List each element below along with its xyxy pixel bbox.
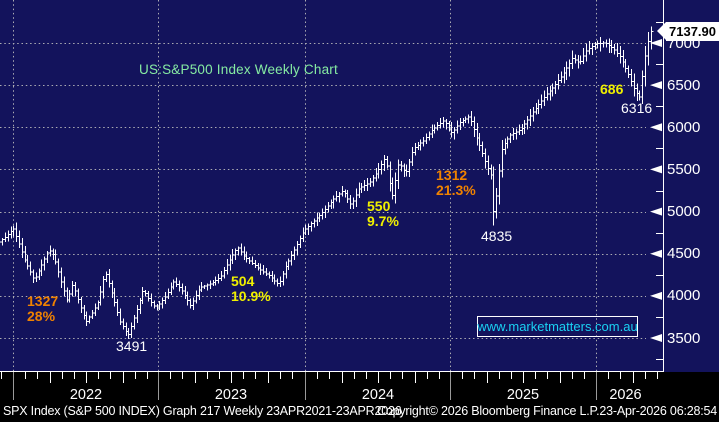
- marketmatters-url: www.marketmatters.com.au: [477, 319, 638, 334]
- annotation-line: 550: [367, 198, 391, 214]
- annotation-low-2025: 4835: [481, 229, 512, 244]
- annotation-line: 9.7%: [367, 213, 399, 229]
- x-axis-year-label: 2023: [214, 387, 248, 403]
- last-price-value: 7137.90: [669, 24, 716, 39]
- annotation-line: 3491: [116, 338, 148, 354]
- annotation-correction-2024: 550 9.7%: [367, 199, 399, 229]
- y-axis-label: 4500: [667, 245, 701, 263]
- y-axis-label: 4000: [667, 287, 701, 305]
- y-axis-label: 5500: [667, 160, 701, 178]
- x-axis-year-label: 2022: [69, 387, 103, 403]
- annotation-low-2026: 6316: [621, 101, 652, 116]
- y-axis-label: 5000: [667, 203, 701, 221]
- annotation-line: 1312: [436, 167, 468, 183]
- annotation-line: 1327: [27, 293, 59, 309]
- y-axis-label: 6000: [667, 118, 701, 136]
- annotation-line: 686: [600, 81, 624, 97]
- x-axis-year-label: 2025: [506, 387, 540, 403]
- annotation-decline-2025: 1312 21.3%: [436, 168, 476, 198]
- price-tag-arrow-icon: [657, 22, 666, 40]
- annotation-decline-2026: 686: [600, 82, 623, 97]
- watermark-link[interactable]: www.marketmatters.com.au: [477, 316, 638, 337]
- annotation-low-2022: 3491: [116, 339, 147, 354]
- annotation-line: 504: [231, 273, 255, 289]
- annotation-decline-2022: 1327 28%: [27, 294, 58, 324]
- annotation-line: 28%: [27, 308, 56, 324]
- footer-center: Copyright© 2026 Bloomberg Finance L.P.: [377, 404, 600, 418]
- annotation-line: 21.3%: [436, 182, 476, 198]
- footer-right: 23-Apr-2026 06:28:54: [599, 404, 717, 418]
- annotation-line: 4835: [481, 228, 513, 244]
- annotation-line: 10.9%: [231, 288, 271, 304]
- x-axis-year-label: 2026: [609, 387, 642, 403]
- annotation-correction-2023: 504 10.9%: [231, 274, 271, 304]
- y-axis-label: 6500: [667, 76, 701, 94]
- y-axis-label: 3500: [667, 329, 701, 347]
- footer-left: SPX Index (S&P 500 INDEX) Graph 217 Week…: [3, 404, 402, 418]
- x-axis-year-label: 2024: [361, 387, 395, 403]
- annotation-line: 6316: [621, 100, 653, 116]
- chart-title: US:S&P500 Index Weekly Chart: [139, 62, 338, 77]
- last-price-tag: 7137.90: [657, 22, 719, 41]
